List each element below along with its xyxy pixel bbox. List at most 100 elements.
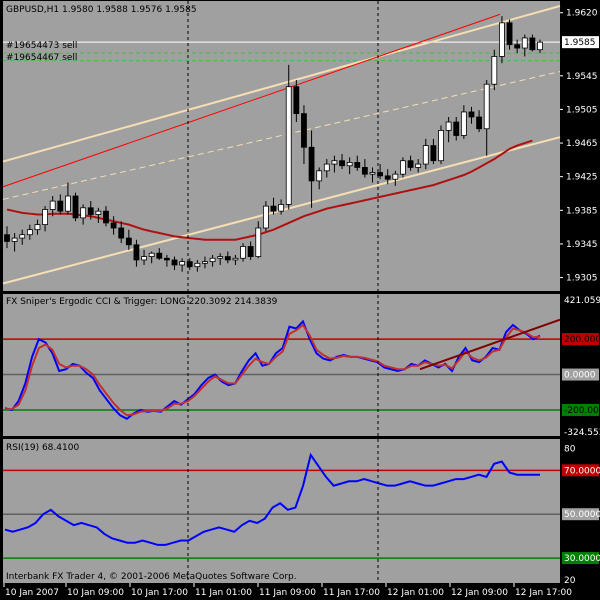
candle-body: [514, 44, 521, 49]
candle[interactable]: [87, 201, 94, 220]
candle[interactable]: [224, 251, 231, 264]
candle-body: [483, 83, 490, 130]
candle[interactable]: [255, 221, 262, 259]
candle[interactable]: [125, 229, 132, 250]
candle[interactable]: [26, 224, 33, 240]
candle-body: [57, 200, 64, 212]
price-panel-background[interactable]: [3, 1, 560, 291]
candle[interactable]: [346, 157, 353, 175]
candle-body: [369, 172, 376, 175]
candle[interactable]: [19, 229, 26, 245]
candle[interactable]: [232, 254, 239, 265]
candle[interactable]: [42, 206, 48, 232]
candle[interactable]: [521, 34, 528, 57]
candle[interactable]: [202, 256, 208, 269]
time-tick-label: 12 Jan 01:00: [387, 588, 444, 598]
rsi-panel-background[interactable]: [3, 439, 560, 583]
candle[interactable]: [171, 256, 178, 271]
candle[interactable]: [11, 233, 18, 252]
candle[interactable]: [293, 79, 300, 123]
candle[interactable]: [247, 241, 254, 260]
candle-body: [392, 173, 399, 180]
candle-body: [476, 116, 482, 130]
candle-body: [186, 261, 193, 268]
candle[interactable]: [209, 254, 216, 267]
candle[interactable]: [369, 167, 376, 183]
candle[interactable]: [430, 138, 437, 165]
candle[interactable]: [422, 138, 429, 170]
candle[interactable]: [72, 192, 79, 222]
candle[interactable]: [354, 155, 361, 171]
candle[interactable]: [331, 155, 338, 173]
rsi-title: RSI(19) 68.4100: [6, 443, 79, 453]
price-tick-label: 1.9385: [566, 206, 598, 216]
candle[interactable]: [80, 204, 87, 225]
candle[interactable]: [110, 216, 117, 235]
candle[interactable]: [377, 164, 384, 180]
candle[interactable]: [118, 221, 125, 244]
candle[interactable]: [476, 110, 482, 133]
candle[interactable]: [148, 251, 155, 264]
candle-body: [339, 160, 345, 167]
candle[interactable]: [400, 157, 406, 178]
candle-body: [400, 160, 406, 175]
candle[interactable]: [186, 258, 193, 271]
candle[interactable]: [308, 130, 315, 208]
candle[interactable]: [217, 253, 224, 265]
candle[interactable]: [499, 16, 505, 64]
candle[interactable]: [460, 105, 467, 139]
candle[interactable]: [392, 170, 399, 186]
candle[interactable]: [468, 106, 475, 124]
candle[interactable]: [323, 159, 330, 178]
channel-upper-line: [2, 5, 561, 163]
candle-body: [148, 252, 155, 257]
candle-body: [163, 257, 170, 261]
candle-body: [301, 113, 307, 148]
candle[interactable]: [4, 226, 10, 249]
cci-panel-background[interactable]: [3, 294, 560, 436]
candle[interactable]: [103, 206, 109, 227]
candle-body: [499, 22, 505, 57]
candle[interactable]: [156, 248, 163, 260]
candle[interactable]: [491, 49, 498, 91]
candle[interactable]: [301, 105, 307, 165]
candle-body: [323, 163, 330, 172]
candle[interactable]: [262, 201, 269, 232]
candle[interactable]: [445, 116, 452, 143]
candle[interactable]: [163, 254, 170, 267]
candle[interactable]: [270, 197, 277, 215]
candle[interactable]: [361, 159, 368, 178]
candle[interactable]: [141, 249, 147, 265]
candle[interactable]: [34, 219, 41, 235]
candle[interactable]: [339, 153, 345, 170]
candle[interactable]: [514, 39, 521, 54]
candle[interactable]: [278, 199, 285, 215]
candle[interactable]: [194, 259, 201, 272]
candle-body: [316, 170, 323, 182]
candle[interactable]: [133, 239, 140, 267]
candle[interactable]: [453, 116, 460, 141]
candle[interactable]: [57, 194, 64, 215]
candle[interactable]: [316, 167, 323, 190]
candle[interactable]: [179, 258, 186, 272]
candle[interactable]: [95, 207, 102, 223]
candle[interactable]: [285, 64, 292, 210]
candle-body: [194, 262, 201, 268]
candle[interactable]: [384, 169, 391, 185]
cci-title: FX Sniper's Ergodic CCI & Trigger: LONG …: [6, 297, 278, 307]
candle[interactable]: [506, 19, 513, 50]
candle[interactable]: [407, 155, 414, 171]
candle[interactable]: [240, 243, 246, 262]
candle[interactable]: [529, 34, 536, 52]
cci-tick-label: 200.0000: [564, 335, 600, 345]
candle[interactable]: [483, 79, 490, 156]
candle[interactable]: [537, 39, 543, 54]
candle-body: [217, 256, 224, 259]
candle[interactable]: [49, 196, 56, 217]
candle[interactable]: [415, 159, 422, 173]
candle[interactable]: [65, 182, 71, 215]
cci-level-box: [562, 333, 599, 346]
candle[interactable]: [438, 125, 444, 165]
candle-body: [384, 175, 391, 180]
trigger-line: [5, 323, 541, 417]
